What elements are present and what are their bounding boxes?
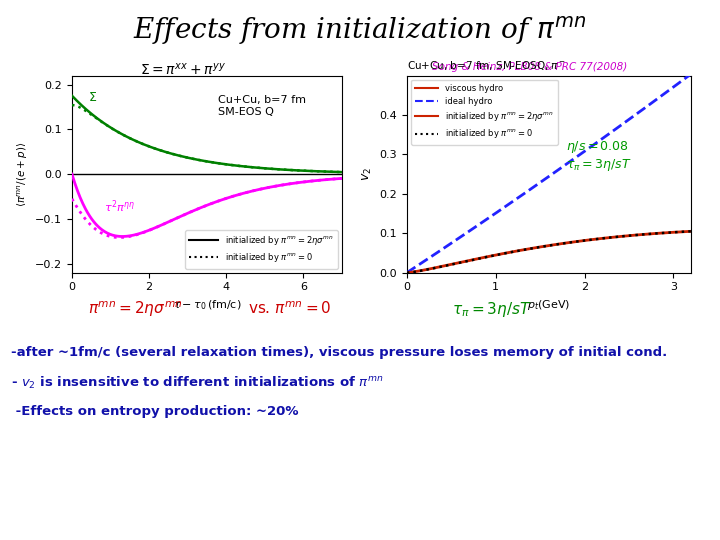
Text: $\tau^2\pi^{\eta\eta}$: $\tau^2\pi^{\eta\eta}$ [104,198,135,215]
X-axis label: $\tau - \tau_0\,(\mathrm{fm/c})$: $\tau - \tau_0\,(\mathrm{fm/c})$ [173,298,241,312]
Text: Effects from initialization of $\pi^{mn}$: Effects from initialization of $\pi^{mn}… [133,15,587,48]
Text: Cu+Cu, b=7 fm, SM-EOSQ, $\pi^-$: Cu+Cu, b=7 fm, SM-EOSQ, $\pi^-$ [407,59,566,72]
Text: - $v_2$ is insensitive to different initializations of $\pi^{mn}$: - $v_2$ is insensitive to different init… [11,375,383,391]
Y-axis label: $v_2$: $v_2$ [361,167,374,181]
Y-axis label: $\langle \pi^{mn}/(e+p) \rangle$: $\langle \pi^{mn}/(e+p) \rangle$ [15,141,30,207]
Text: $\pi^{mn} = 2\eta\sigma^{mn}$: $\pi^{mn} = 2\eta\sigma^{mn}$ [88,299,182,319]
Text: Cu+Cu, b=7 fm
SM-EOS Q: Cu+Cu, b=7 fm SM-EOS Q [218,95,306,117]
Text: $\tau_\pi = 3\eta / sT$: $\tau_\pi = 3\eta / sT$ [451,300,531,319]
X-axis label: $p_t$(GeV): $p_t$(GeV) [527,298,571,312]
Text: -after ~1fm/c (several relaxation times), viscous pressure loses memory of initi: -after ~1fm/c (several relaxation times)… [11,346,667,359]
Text: $\Sigma$: $\Sigma$ [89,91,97,104]
Legend: initialized by $\pi^{mn}=2\eta\sigma^{mn}$, initialized by $\pi^{mn}=0$: initialized by $\pi^{mn}=2\eta\sigma^{mn… [185,230,338,268]
Text: $\eta/s = 0.08$
$\tau_\pi = 3\eta/sT$: $\eta/s = 0.08$ $\tau_\pi = 3\eta/sT$ [566,139,631,173]
Legend: viscous hydro, ideal hydro, initialized by $\pi^{mn}=2\eta\sigma^{mn}$, initiali: viscous hydro, ideal hydro, initialized … [411,80,558,145]
Text: -Effects on entropy production: ~20%: -Effects on entropy production: ~20% [11,405,298,418]
Text: Song & Heinz, PLB08 & PRC 77(2008): Song & Heinz, PLB08 & PRC 77(2008) [432,63,627,72]
Text: $\Sigma = \pi^{xx} + \pi^{yy}$: $\Sigma = \pi^{xx} + \pi^{yy}$ [140,61,227,77]
Text: vs. $\pi^{mn} = 0$: vs. $\pi^{mn} = 0$ [248,301,332,318]
